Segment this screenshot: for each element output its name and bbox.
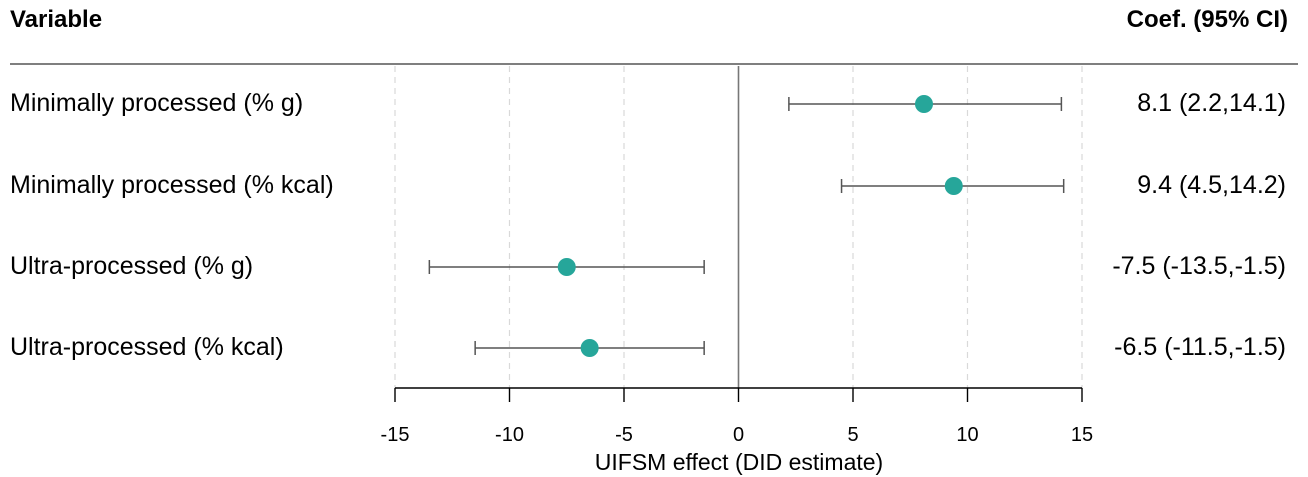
coef-column-header: Coef. (95% CI) [1126,6,1288,33]
row-label: Ultra-processed (% kcal) [10,333,284,361]
ci-text: 8.1 (2.2,14.1) [1137,89,1286,117]
x-tick-label: 5 [847,424,858,446]
x-tick-label: -10 [495,424,524,446]
ci-text: 9.4 (4.5,14.2) [1137,171,1286,199]
x-tick-label: 10 [956,424,978,446]
x-axis-label: UIFSM effect (DID estimate) [594,449,884,475]
point-estimate [914,95,933,113]
row-label: Minimally processed (% kcal) [10,171,334,199]
point-estimate [944,177,963,195]
point-estimate [557,258,576,276]
x-tick-label: -15 [381,424,410,446]
ci-text: -6.5 (-11.5,-1.5) [1114,333,1286,361]
x-tick-label: 0 [733,424,744,446]
row-label: Minimally processed (% g) [10,89,304,117]
x-tick-label: 15 [1071,424,1093,446]
row-label: Ultra-processed (% g) [10,252,254,280]
ci-text: -7.5 (-13.5,-1.5) [1112,252,1286,280]
variable-column-header: Variable [10,6,103,33]
point-estimate [580,339,599,357]
x-tick-label: -5 [615,424,633,446]
